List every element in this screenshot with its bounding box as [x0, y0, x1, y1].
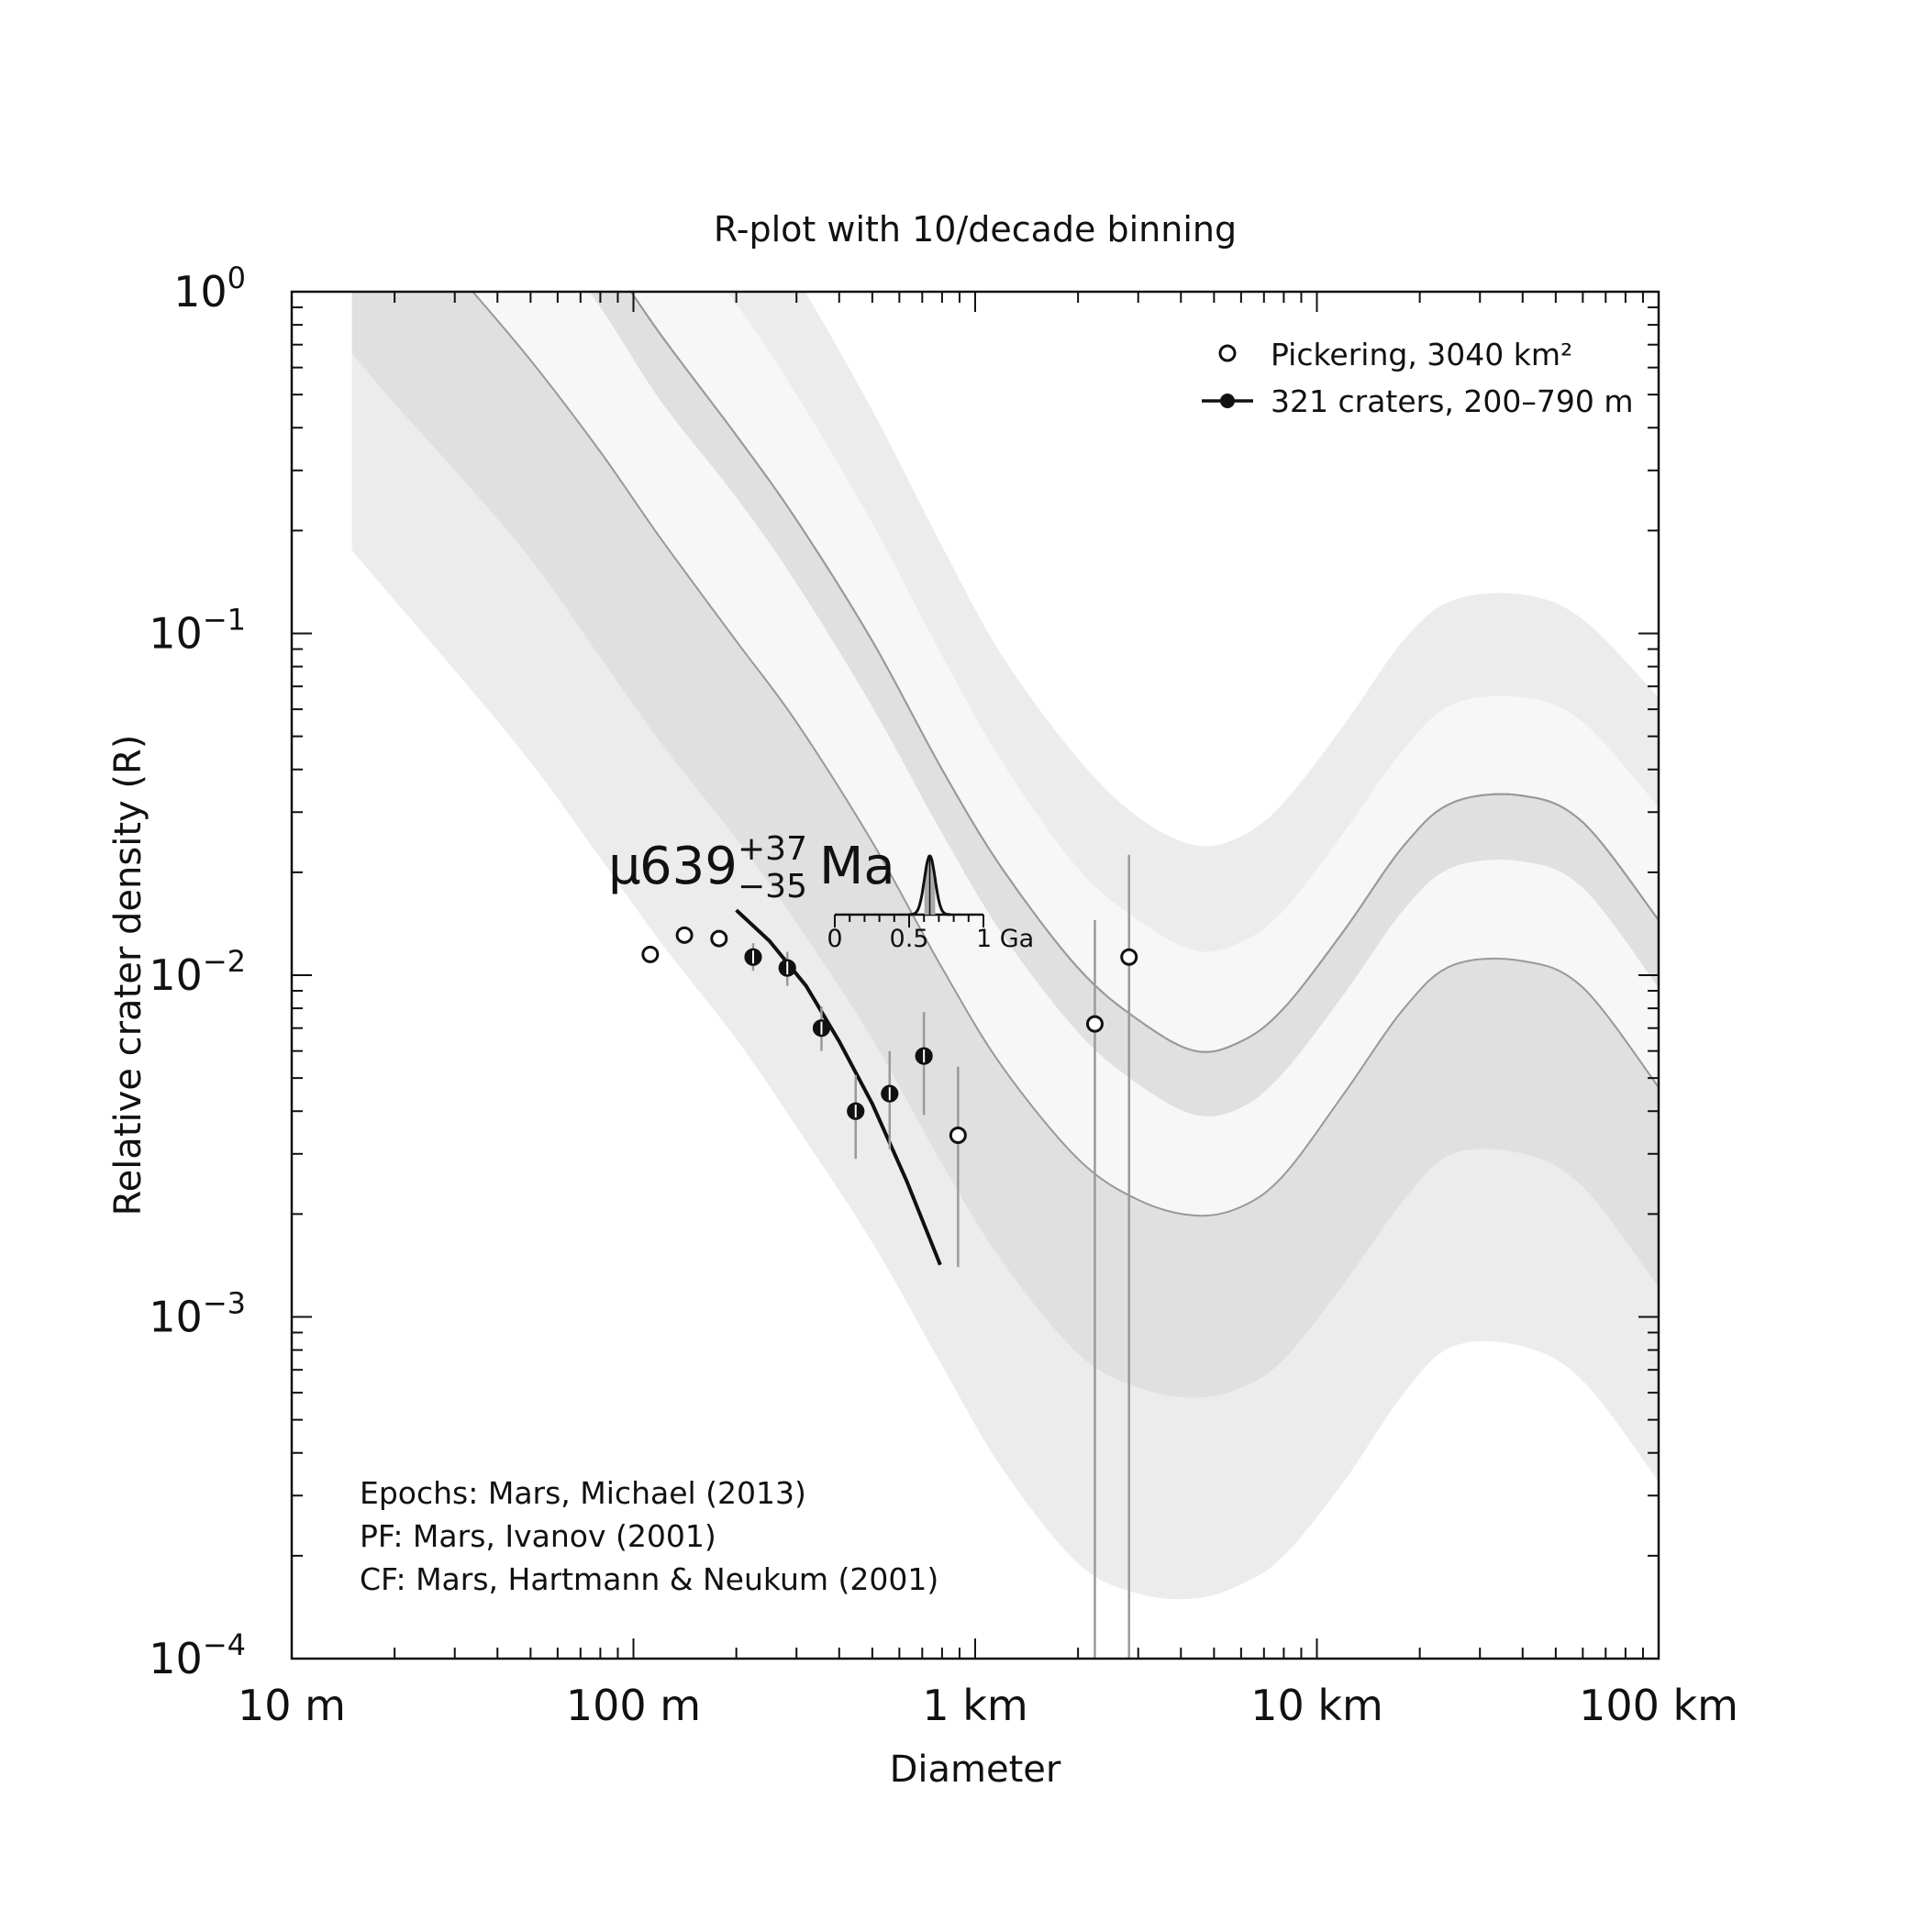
- legend-label-pickering: Pickering, 3040 km²: [1271, 337, 1572, 372]
- y-tick-label-exponent: −4: [203, 1627, 246, 1662]
- y-tick-label-exponent: −3: [203, 1286, 246, 1321]
- pickering-point: [710, 929, 728, 948]
- epoch-band-5: [727, 292, 1659, 952]
- y-tick-label-exponent: −2: [203, 944, 246, 979]
- fit-line: [735, 908, 942, 1266]
- x-tick-label: 10 m: [238, 1681, 346, 1730]
- legend-label-pickering-text: Pickering, 3040 km²: [1271, 337, 1572, 372]
- note-production-function: PF: Mars, Ivanov (2001): [360, 1518, 716, 1554]
- error-bars: [751, 854, 1130, 1659]
- epoch-band-2: [472, 292, 1659, 1216]
- age-sup: +37: [738, 830, 807, 868]
- fit-line-group: [735, 908, 942, 1266]
- epoch-band-3: [589, 292, 1659, 1116]
- y-tick-label-exponent: 0: [228, 261, 246, 295]
- age-mu: μ: [608, 837, 641, 896]
- pickering-point: [1120, 948, 1138, 966]
- age-unit: Ma: [819, 837, 895, 896]
- y-tick-label: 10−1: [149, 603, 246, 659]
- epoch-band-1: [351, 292, 1659, 1398]
- legend: Pickering, 3040 km² 321 craters, 200–790…: [1202, 337, 1634, 419]
- inset-tick-label: 0.5: [890, 925, 929, 953]
- legend-open-circle-marker: [1218, 344, 1237, 362]
- y-tick-label: 10−3: [149, 1286, 246, 1342]
- x-axis-label: Diameter: [890, 1749, 1061, 1791]
- age-value: 639: [639, 837, 738, 896]
- y-tick-label: 10−4: [149, 1627, 246, 1683]
- x-tick-label: 1 km: [922, 1681, 1027, 1730]
- legend-filled-circle-marker: [1220, 394, 1235, 408]
- note-chronology-function: CF: Mars, Hartmann & Neukum (2001): [360, 1561, 938, 1597]
- y-tick-label-exponent: −1: [203, 603, 246, 638]
- x-tick-label: 10 km: [1250, 1681, 1383, 1730]
- age-label: μ 639 +37 −35 Ma: [608, 830, 895, 905]
- data-points: [641, 926, 1138, 1145]
- age-distribution-inset: 0 0.5 1 Ga: [827, 854, 1034, 953]
- age-sub: −35: [738, 868, 807, 905]
- y-axis-label: Relative crater density (R): [107, 735, 150, 1216]
- epoch-band-4: [630, 292, 1659, 1052]
- epoch-boundary-lines: [472, 292, 1659, 1217]
- y-tick-label: 10−2: [149, 944, 246, 1000]
- epoch-boundary-line-upper: [629, 292, 1659, 1053]
- x-tick-label: 100 km: [1579, 1681, 1738, 1730]
- pickering-point: [1085, 1015, 1104, 1033]
- axis-ticks: [291, 292, 1659, 1660]
- model-notes: Epochs: Mars, Michael (2013) PF: Mars, I…: [360, 1475, 938, 1597]
- pickering-point: [641, 945, 660, 963]
- legend-label-craters: 321 craters, 200–790 m: [1271, 383, 1634, 419]
- chart-title: R-plot with 10/decade binning: [714, 209, 1237, 250]
- axis-tick-labels: 10 m 100 m 1 km 10 km 100 km 100 10−1 10−2 10−3 1…: [149, 261, 1738, 1730]
- note-epochs: Epochs: Mars, Michael (2013): [360, 1475, 806, 1511]
- inset-tick-label: 1 Ga: [976, 925, 1034, 953]
- pickering-point: [675, 926, 694, 944]
- epoch-bands: [351, 292, 1659, 1600]
- pickering-point: [949, 1127, 967, 1145]
- y-tick-label: 100: [173, 261, 246, 316]
- inset-tick-label: 0: [827, 925, 842, 953]
- epoch-band-0: [351, 353, 1659, 1600]
- epoch-boundary-line-0: [472, 292, 1659, 1217]
- x-tick-label: 100 m: [566, 1681, 701, 1730]
